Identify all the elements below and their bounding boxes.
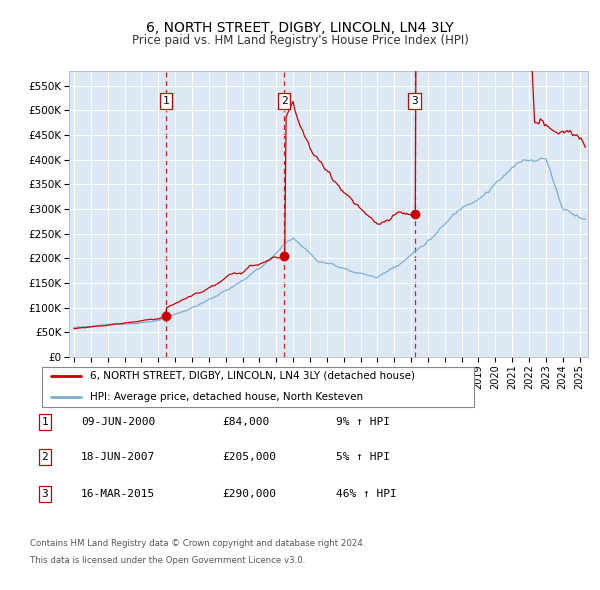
Text: Contains HM Land Registry data © Crown copyright and database right 2024.: Contains HM Land Registry data © Crown c… [30,539,365,548]
Text: 3: 3 [411,96,418,106]
Text: 5% ↑ HPI: 5% ↑ HPI [336,453,390,462]
Text: 2: 2 [281,96,287,106]
Text: 6, NORTH STREET, DIGBY, LINCOLN, LN4 3LY (detached house): 6, NORTH STREET, DIGBY, LINCOLN, LN4 3LY… [89,371,415,381]
Text: £290,000: £290,000 [222,489,276,499]
Text: 1: 1 [41,417,49,427]
Text: 46% ↑ HPI: 46% ↑ HPI [336,489,397,499]
Text: £205,000: £205,000 [222,453,276,462]
Text: 16-MAR-2015: 16-MAR-2015 [81,489,155,499]
Text: 9% ↑ HPI: 9% ↑ HPI [336,417,390,427]
Text: 6, NORTH STREET, DIGBY, LINCOLN, LN4 3LY: 6, NORTH STREET, DIGBY, LINCOLN, LN4 3LY [146,21,454,35]
Text: 1: 1 [163,96,169,106]
Text: 09-JUN-2000: 09-JUN-2000 [81,417,155,427]
Text: Price paid vs. HM Land Registry's House Price Index (HPI): Price paid vs. HM Land Registry's House … [131,34,469,47]
Text: £84,000: £84,000 [222,417,269,427]
Text: HPI: Average price, detached house, North Kesteven: HPI: Average price, detached house, Nort… [89,392,362,402]
Text: 18-JUN-2007: 18-JUN-2007 [81,453,155,462]
Text: This data is licensed under the Open Government Licence v3.0.: This data is licensed under the Open Gov… [30,556,305,565]
Text: 3: 3 [41,489,49,499]
Text: 2: 2 [41,453,49,462]
